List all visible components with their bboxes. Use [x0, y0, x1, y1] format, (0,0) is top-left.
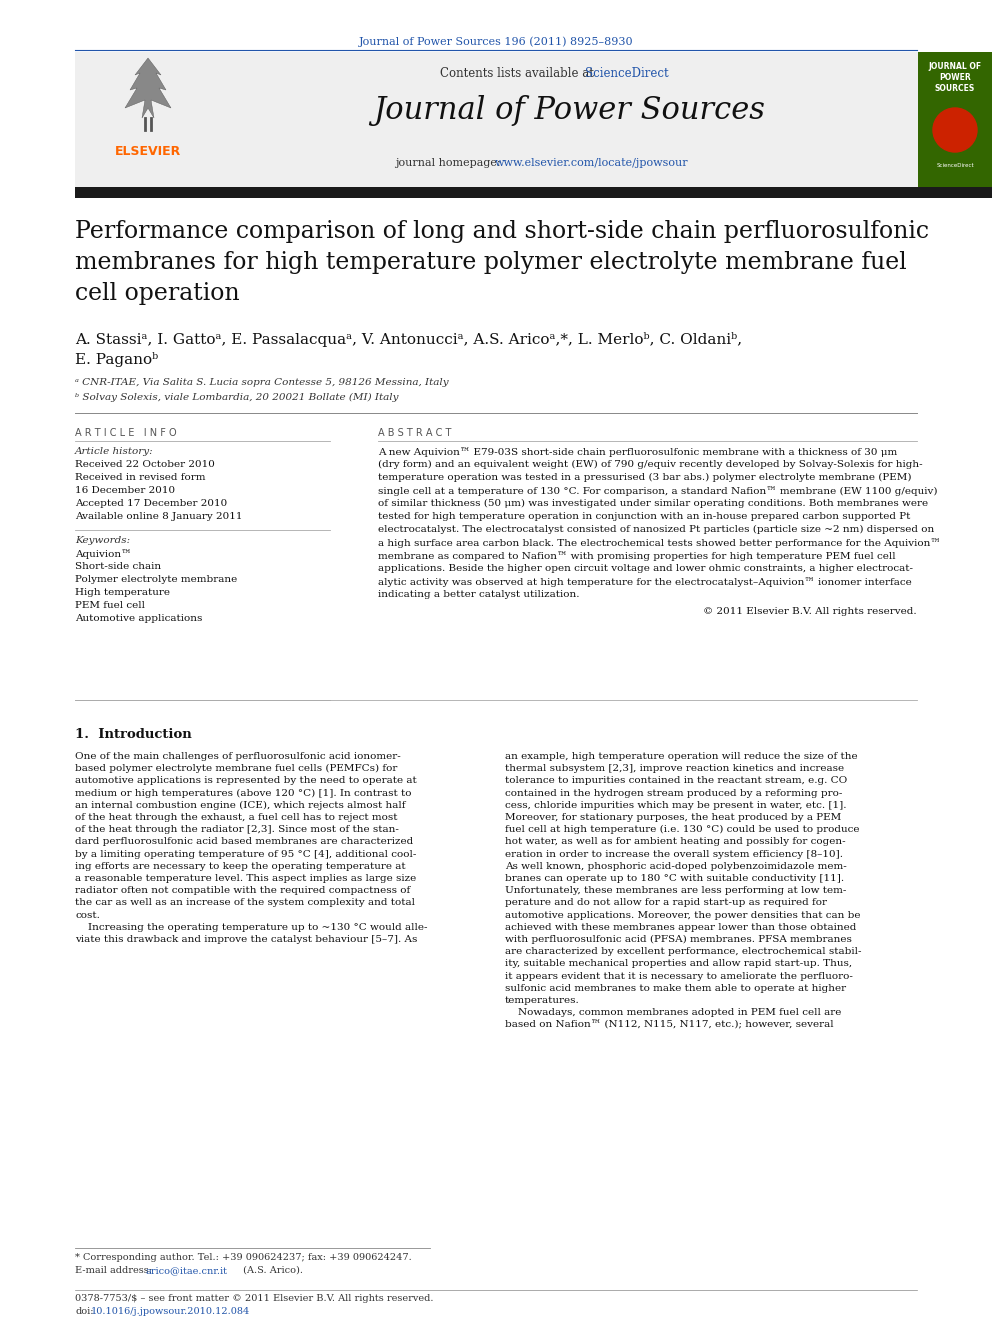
- Text: temperatures.: temperatures.: [505, 996, 579, 1005]
- Text: ing efforts are necessary to keep the operating temperature at: ing efforts are necessary to keep the op…: [75, 861, 406, 871]
- Text: 0378-7753/$ – see front matter © 2011 Elsevier B.V. All rights reserved.: 0378-7753/$ – see front matter © 2011 El…: [75, 1294, 434, 1303]
- Text: a high surface area carbon black. The electrochemical tests showed better perfor: a high surface area carbon black. The el…: [378, 538, 940, 548]
- FancyBboxPatch shape: [75, 187, 992, 198]
- Text: alytic activity was observed at high temperature for the electrocatalyst–Aquivio: alytic activity was observed at high tem…: [378, 577, 912, 586]
- Circle shape: [933, 108, 977, 152]
- Text: arico@itae.cnr.it: arico@itae.cnr.it: [145, 1266, 227, 1275]
- Text: single cell at a temperature of 130 °C. For comparison, a standard Nafion™ membr: single cell at a temperature of 130 °C. …: [378, 486, 937, 496]
- Text: automotive applications is represented by the need to operate at: automotive applications is represented b…: [75, 777, 417, 786]
- Text: Contents lists available at: Contents lists available at: [440, 67, 597, 79]
- Text: Unfortunately, these membranes are less performing at low tem-: Unfortunately, these membranes are less …: [505, 886, 846, 896]
- Text: E. Paganoᵇ: E. Paganoᵇ: [75, 352, 159, 366]
- Text: JOURNAL OF
POWER
SOURCES: JOURNAL OF POWER SOURCES: [929, 62, 981, 93]
- Text: journal homepage:: journal homepage:: [395, 157, 504, 168]
- Text: E-mail address:: E-mail address:: [75, 1266, 155, 1275]
- Text: Short-side chain: Short-side chain: [75, 562, 161, 572]
- Text: cost.: cost.: [75, 910, 100, 919]
- FancyBboxPatch shape: [220, 52, 918, 187]
- Text: contained in the hydrogen stream produced by a reforming pro-: contained in the hydrogen stream produce…: [505, 789, 842, 798]
- Text: 10.1016/j.jpowsour.2010.12.084: 10.1016/j.jpowsour.2010.12.084: [91, 1307, 250, 1316]
- Text: by a limiting operating temperature of 95 °C [4], additional cool-: by a limiting operating temperature of 9…: [75, 849, 417, 859]
- Text: an internal combustion engine (ICE), which rejects almost half: an internal combustion engine (ICE), whi…: [75, 800, 406, 810]
- Text: © 2011 Elsevier B.V. All rights reserved.: © 2011 Elsevier B.V. All rights reserved…: [703, 607, 917, 617]
- Text: applications. Beside the higher open circuit voltage and lower ohmic constraints: applications. Beside the higher open cir…: [378, 564, 913, 573]
- Text: Increasing the operating temperature up to ~130 °C would alle-: Increasing the operating temperature up …: [75, 923, 428, 931]
- Text: an example, high temperature operation will reduce the size of the: an example, high temperature operation w…: [505, 751, 858, 761]
- Text: A R T I C L E   I N F O: A R T I C L E I N F O: [75, 429, 177, 438]
- Text: 16 December 2010: 16 December 2010: [75, 486, 176, 495]
- Text: Journal of Power Sources 196 (2011) 8925–8930: Journal of Power Sources 196 (2011) 8925…: [359, 36, 633, 46]
- Text: Keywords:: Keywords:: [75, 536, 130, 545]
- Text: medium or high temperatures (above 120 °C) [1]. In contrast to: medium or high temperatures (above 120 °…: [75, 789, 412, 798]
- Text: ELSEVIER: ELSEVIER: [115, 146, 182, 157]
- Text: Performance comparison of long and short-side chain perfluorosulfonic
membranes : Performance comparison of long and short…: [75, 220, 929, 306]
- Text: hot water, as well as for ambient heating and possibly for cogen-: hot water, as well as for ambient heatin…: [505, 837, 845, 847]
- Text: Article history:: Article history:: [75, 447, 154, 456]
- Text: Accepted 17 December 2010: Accepted 17 December 2010: [75, 499, 227, 508]
- Text: A new Aquivion™ E79-03S short-side chain perfluorosulfonic membrane with a thick: A new Aquivion™ E79-03S short-side chain…: [378, 447, 897, 456]
- Text: the car as well as an increase of the system complexity and total: the car as well as an increase of the sy…: [75, 898, 415, 908]
- Text: Available online 8 January 2011: Available online 8 January 2011: [75, 512, 242, 521]
- Text: fuel cell at high temperature (i.e. 130 °C) could be used to produce: fuel cell at high temperature (i.e. 130 …: [505, 826, 859, 835]
- Text: Journal of Power Sources: Journal of Power Sources: [373, 95, 765, 126]
- Text: achieved with these membranes appear lower than those obtained: achieved with these membranes appear low…: [505, 923, 856, 931]
- Text: PEM fuel cell: PEM fuel cell: [75, 601, 145, 610]
- Text: automotive applications. Moreover, the power densities that can be: automotive applications. Moreover, the p…: [505, 910, 860, 919]
- Text: cess, chloride impurities which may be present in water, etc. [1].: cess, chloride impurities which may be p…: [505, 800, 846, 810]
- Text: A B S T R A C T: A B S T R A C T: [378, 429, 451, 438]
- Text: indicating a better catalyst utilization.: indicating a better catalyst utilization…: [378, 590, 579, 599]
- Text: Received in revised form: Received in revised form: [75, 474, 205, 482]
- Text: ᵃ CNR-ITAE, Via Salita S. Lucia sopra Contesse 5, 98126 Messina, Italy: ᵃ CNR-ITAE, Via Salita S. Lucia sopra Co…: [75, 378, 448, 388]
- Text: membrane as compared to Nafion™ with promising properties for high temperature P: membrane as compared to Nafion™ with pro…: [378, 550, 896, 561]
- Text: electrocatalyst. The electrocatalyst consisted of nanosized Pt particles (partic: electrocatalyst. The electrocatalyst con…: [378, 525, 934, 534]
- Text: One of the main challenges of perfluorosulfonic acid ionomer-: One of the main challenges of perfluoros…: [75, 751, 401, 761]
- Text: Polymer electrolyte membrane: Polymer electrolyte membrane: [75, 576, 237, 583]
- Text: tolerance to impurities contained in the reactant stream, e.g. CO: tolerance to impurities contained in the…: [505, 777, 847, 786]
- Text: ᵇ Solvay Solexis, viale Lombardia, 20 20021 Bollate (MI) Italy: ᵇ Solvay Solexis, viale Lombardia, 20 20…: [75, 393, 399, 402]
- Text: dard perfluorosulfonic acid based membranes are characterized: dard perfluorosulfonic acid based membra…: [75, 837, 414, 847]
- Text: Received 22 October 2010: Received 22 October 2010: [75, 460, 215, 468]
- FancyBboxPatch shape: [918, 52, 992, 187]
- Text: viate this drawback and improve the catalyst behaviour [5–7]. As: viate this drawback and improve the cata…: [75, 935, 418, 945]
- Text: radiator often not compatible with the required compactness of: radiator often not compatible with the r…: [75, 886, 411, 896]
- Text: temperature operation was tested in a pressurised (3 bar abs.) polymer electroly: temperature operation was tested in a pr…: [378, 474, 912, 482]
- Text: based on Nafion™ (N112, N115, N117, etc.); however, several: based on Nafion™ (N112, N115, N117, etc.…: [505, 1020, 833, 1029]
- FancyBboxPatch shape: [75, 52, 220, 187]
- Text: ScienceDirect: ScienceDirect: [585, 67, 669, 79]
- Text: of the heat through the radiator [2,3]. Since most of the stan-: of the heat through the radiator [2,3]. …: [75, 826, 399, 835]
- Text: ScienceDirect: ScienceDirect: [936, 163, 974, 168]
- Text: Automotive applications: Automotive applications: [75, 614, 202, 623]
- Text: (A.S. Arico).: (A.S. Arico).: [240, 1266, 303, 1275]
- Text: (dry form) and an equivalent weight (EW) of 790 g/equiv recently developed by So: (dry form) and an equivalent weight (EW)…: [378, 460, 923, 470]
- Text: of the heat through the exhaust, a fuel cell has to reject most: of the heat through the exhaust, a fuel …: [75, 814, 398, 822]
- Text: As well known, phosphoric acid-doped polybenzoimidazole mem-: As well known, phosphoric acid-doped pol…: [505, 861, 847, 871]
- Text: a reasonable temperature level. This aspect implies as large size: a reasonable temperature level. This asp…: [75, 875, 417, 882]
- Text: of similar thickness (50 μm) was investigated under similar operating conditions: of similar thickness (50 μm) was investi…: [378, 499, 929, 508]
- Text: doi:: doi:: [75, 1307, 93, 1316]
- Text: perature and do not allow for a rapid start-up as required for: perature and do not allow for a rapid st…: [505, 898, 827, 908]
- Text: branes can operate up to 180 °C with suitable conductivity [11].: branes can operate up to 180 °C with sui…: [505, 875, 844, 882]
- Text: sulfonic acid membranes to make them able to operate at higher: sulfonic acid membranes to make them abl…: [505, 984, 846, 992]
- Text: High temperature: High temperature: [75, 587, 170, 597]
- Text: are characterized by excellent performance, electrochemical stabil-: are characterized by excellent performan…: [505, 947, 861, 957]
- Text: www.elsevier.com/locate/jpowsour: www.elsevier.com/locate/jpowsour: [495, 157, 688, 168]
- Text: based polymer electrolyte membrane fuel cells (PEMFCs) for: based polymer electrolyte membrane fuel …: [75, 765, 398, 774]
- Text: eration in order to increase the overall system efficiency [8–10].: eration in order to increase the overall…: [505, 849, 843, 859]
- Text: 1.  Introduction: 1. Introduction: [75, 728, 191, 741]
- Text: Nowadays, common membranes adopted in PEM fuel cell are: Nowadays, common membranes adopted in PE…: [505, 1008, 841, 1017]
- Text: with perfluorosulfonic acid (PFSA) membranes. PFSA membranes: with perfluorosulfonic acid (PFSA) membr…: [505, 935, 852, 945]
- Text: tested for high temperature operation in conjunction with an in-house prepared c: tested for high temperature operation in…: [378, 512, 911, 521]
- Text: A. Stassiᵃ, I. Gattoᵃ, E. Passalacquaᵃ, V. Antonucciᵃ, A.S. Aricoᵃ,*, L. Merloᵇ,: A. Stassiᵃ, I. Gattoᵃ, E. Passalacquaᵃ, …: [75, 332, 742, 347]
- Text: ity, suitable mechanical properties and allow rapid start-up. Thus,: ity, suitable mechanical properties and …: [505, 959, 852, 968]
- Text: Aquivion™: Aquivion™: [75, 549, 132, 558]
- Text: * Corresponding author. Tel.: +39 090624237; fax: +39 090624247.: * Corresponding author. Tel.: +39 090624…: [75, 1253, 412, 1262]
- Text: Moreover, for stationary purposes, the heat produced by a PEM: Moreover, for stationary purposes, the h…: [505, 814, 841, 822]
- Text: it appears evident that it is necessary to ameliorate the perfluoro-: it appears evident that it is necessary …: [505, 971, 853, 980]
- Polygon shape: [125, 58, 171, 118]
- Text: thermal subsystem [2,3], improve reaction kinetics and increase: thermal subsystem [2,3], improve reactio…: [505, 765, 844, 773]
